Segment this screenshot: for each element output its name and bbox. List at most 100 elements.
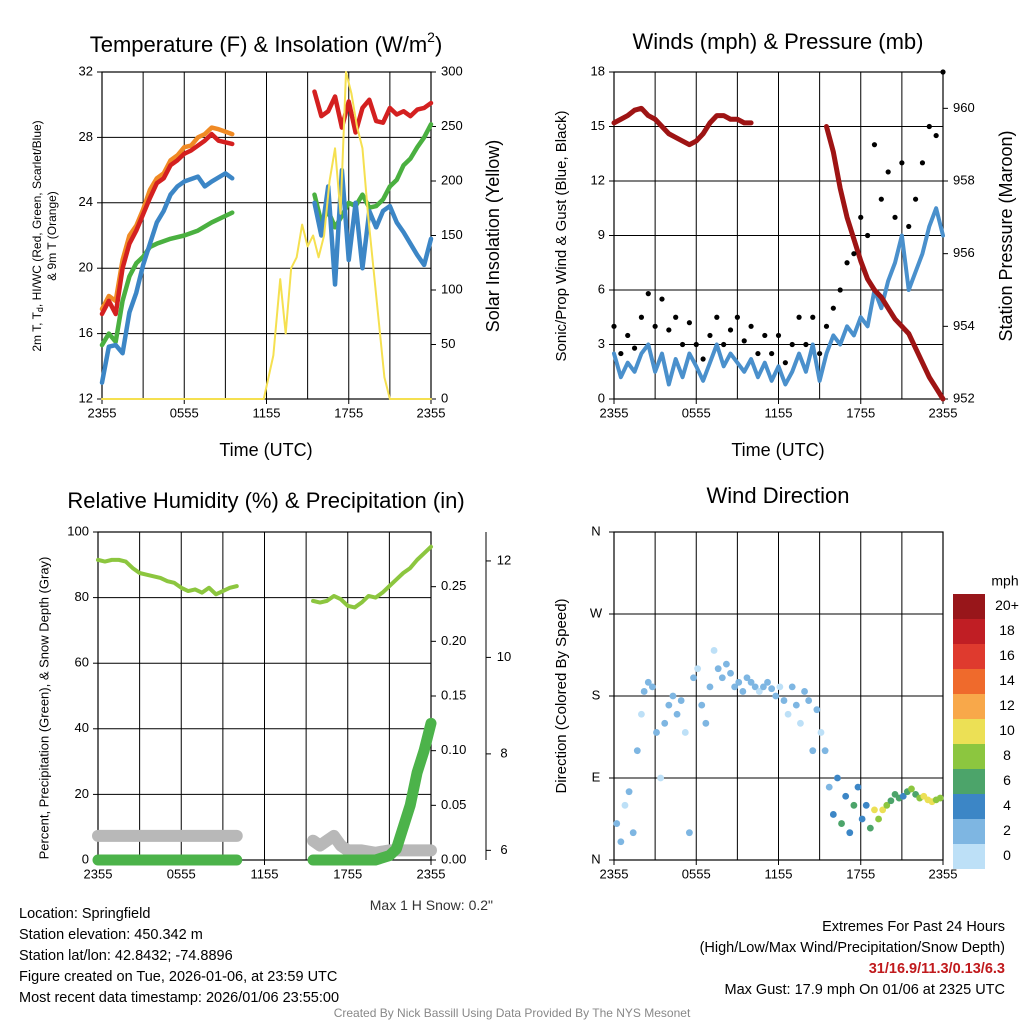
temp-ytick-label: 32 — [79, 63, 93, 78]
direction-point — [669, 692, 677, 700]
direction-point — [772, 692, 780, 700]
humidity-ytick-label: 40 — [75, 720, 89, 735]
direction-legend-label: 0 — [1003, 847, 1011, 863]
direction-point — [784, 710, 792, 718]
winds-gust-point — [645, 291, 651, 297]
winds-gust-point — [817, 350, 823, 357]
winds-ytick-label: 3 — [598, 336, 605, 351]
winds-gust-point — [858, 214, 864, 220]
humidity-series-rh — [311, 544, 433, 610]
direction-point — [817, 729, 825, 736]
winds-gust-point — [631, 345, 638, 351]
humidity-snow-tick-label: 6 — [500, 842, 507, 857]
direction-legend-label: 20+ — [995, 597, 1019, 613]
winds-gust-point — [912, 196, 919, 202]
direction-legend-swatch — [953, 619, 985, 644]
temp-series-hi-wc — [99, 171, 235, 385]
direction-point — [797, 719, 804, 727]
winds-ytick-label: 0 — [598, 390, 605, 405]
temp-title: Temperature (F) & Insolation (W/m2) — [90, 29, 443, 57]
winds-xlabel: Time (UTC) — [731, 440, 824, 460]
humidity-precip-tick-label: 0.10 — [441, 742, 466, 757]
winds-gust-point — [933, 132, 939, 139]
temp-xlabel: Time (UTC) — [219, 440, 312, 460]
direction-xtick-label: 1755 — [846, 866, 875, 881]
humidity-ytick-label: 100 — [67, 523, 89, 538]
direction-point — [755, 688, 763, 695]
winds-xtick-label: 2355 — [600, 405, 629, 420]
winds-gust-point — [611, 323, 617, 329]
winds-y2label: Station Pressure (Maroon) — [996, 130, 1016, 341]
direction-point — [780, 697, 788, 704]
winds-y2tick-label: 954 — [953, 318, 975, 333]
direction-point — [788, 683, 796, 691]
temp-ylabel-line2: & 9m T (Orange) — [45, 191, 59, 281]
temp-y2tick-label: 50 — [441, 336, 455, 351]
direction-legend-label: 12 — [999, 697, 1015, 713]
winds-gust-point — [803, 341, 809, 348]
direction-point — [727, 669, 734, 677]
direction-xtick-label: 0555 — [682, 866, 711, 881]
direction-point — [617, 838, 625, 846]
winds-xtick-label: 1155 — [765, 405, 793, 420]
direction-legend-swatch — [953, 794, 985, 819]
direction-point — [640, 688, 648, 695]
winds-gust-point — [844, 260, 850, 266]
humidity-xtick-label: 1155 — [251, 866, 279, 881]
direction-point — [706, 683, 714, 691]
temp-xtick-label: 1755 — [334, 405, 363, 420]
temp-xtick-label: 2355 — [417, 405, 446, 420]
direction-legend-label: 8 — [1003, 747, 1011, 763]
winds-gust-point — [666, 327, 672, 333]
winds-y2tick-label: 952 — [953, 390, 975, 405]
direction-point — [723, 660, 730, 668]
winds-gust-point — [940, 69, 946, 75]
winds-xtick-label: 2355 — [929, 405, 958, 420]
extremes-heading: Extremes For Past 24 Hours — [822, 919, 1005, 935]
temp-series-2m-t — [312, 89, 434, 135]
credit-text: Created By Nick Bassill Using Data Provi… — [333, 1006, 691, 1020]
direction-point — [714, 665, 722, 673]
winds-gust-point — [782, 360, 788, 366]
direction-legend-label: 4 — [1003, 797, 1011, 813]
humidity-ytick-label: 60 — [75, 655, 89, 670]
temp-ylabel-line1: 2m T, Td, HI/WC (Red, Green, Scarlet/Blu… — [30, 120, 45, 351]
direction-point — [739, 688, 747, 695]
direction-legend-label: 10 — [999, 722, 1015, 738]
direction-point — [809, 747, 817, 755]
humidity-precip-tick-label: 0.05 — [441, 797, 466, 812]
direction-point — [834, 774, 841, 782]
direction-point — [866, 824, 874, 832]
direction-legend-swatch — [953, 769, 985, 794]
direction-legend-label: 6 — [1003, 772, 1011, 788]
direction-point — [731, 683, 739, 691]
winds-gust-point — [871, 142, 878, 148]
direction-point — [702, 719, 710, 727]
direction-point — [661, 719, 669, 727]
temp-ylabel-sub: d — [35, 307, 45, 312]
direction-point — [821, 747, 829, 755]
direction-point — [887, 797, 895, 805]
winds-gust-point — [775, 332, 782, 339]
direction-point — [633, 747, 641, 755]
winds-gust-point — [899, 160, 905, 166]
direction-point — [875, 815, 882, 823]
temp-ytick-label: 20 — [79, 260, 93, 275]
temp-ytick-label: 12 — [79, 390, 93, 405]
direction-point — [677, 697, 685, 704]
direction-point — [838, 820, 845, 827]
direction-legend-label: 14 — [999, 672, 1015, 688]
winds-gust-point — [727, 327, 734, 333]
winds-gust-point — [748, 323, 754, 329]
direction-point — [764, 678, 771, 686]
winds-gust-point — [892, 214, 898, 220]
extremes-subheading: (High/Low/Max Wind/Precipitation/Snow De… — [699, 940, 1005, 956]
direction-legend-swatch — [953, 594, 985, 619]
direction-point — [685, 829, 693, 837]
temp-series-hi-wc — [312, 167, 434, 287]
winds-gust-point — [734, 314, 740, 320]
temp-y2tick-label: 0 — [441, 390, 448, 405]
direction-point — [751, 683, 759, 691]
humidity-series-rh — [96, 557, 239, 597]
